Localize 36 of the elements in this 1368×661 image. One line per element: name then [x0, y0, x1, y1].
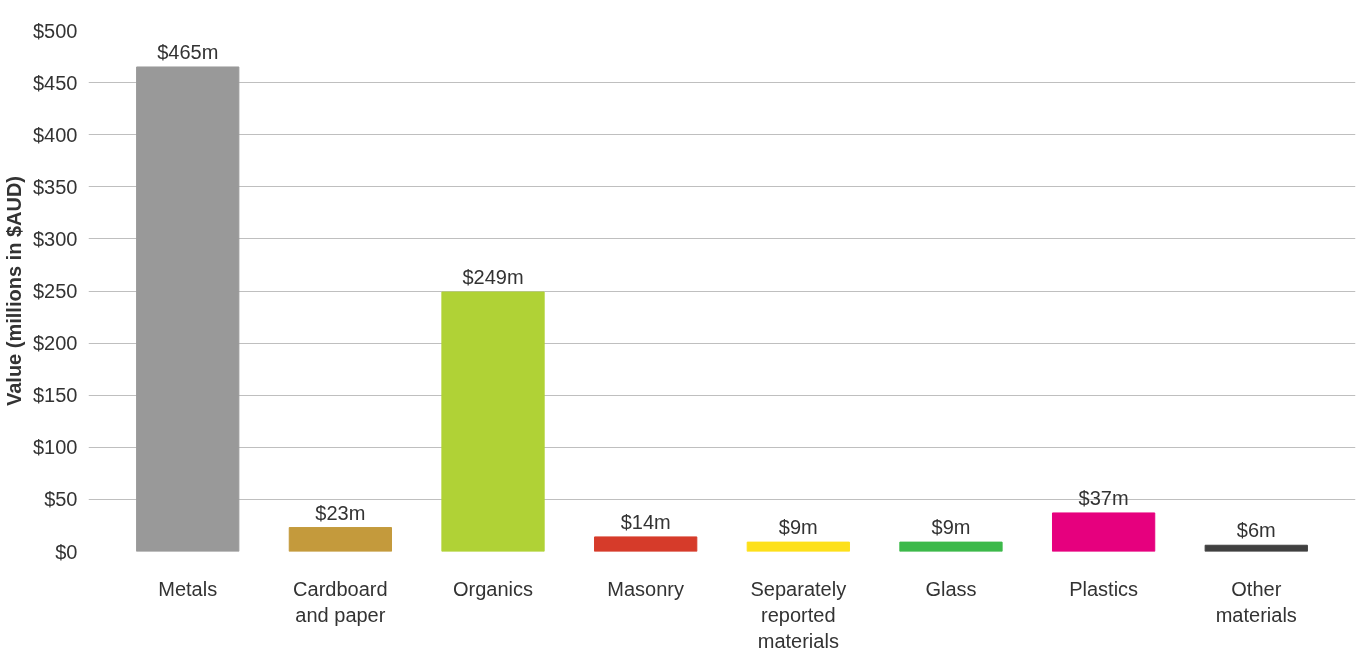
data-label: $14m [620, 510, 671, 533]
bar [1051, 512, 1156, 552]
data-label: $6m [1236, 519, 1276, 542]
y-tick-label: $300 [33, 227, 78, 250]
data-label: $465m [157, 40, 219, 63]
y-tick-label: $50 [44, 488, 78, 511]
x-tick-label: Organics [453, 577, 534, 600]
x-tick-label: Other materials [1215, 577, 1297, 626]
data-label: $9m [931, 516, 971, 539]
bar [746, 541, 850, 552]
bar [441, 291, 545, 552]
y-tick-label: $200 [33, 332, 78, 355]
y-tick-label: $500 [33, 19, 78, 42]
data-label: $249m [462, 266, 524, 289]
x-tick-label: Cardboard and paper [293, 577, 388, 626]
y-tick-label: $250 [33, 280, 78, 302]
data-label: $37m [1078, 486, 1129, 509]
x-tick-label: Glass [925, 577, 977, 600]
y-tick-label: $400 [33, 123, 78, 146]
bar [136, 66, 240, 552]
x-tick-label: Masonry [607, 577, 685, 600]
bar [594, 536, 698, 552]
y-tick-label: $100 [33, 436, 78, 459]
y-axis-title: Value (millions in $AUD) [3, 175, 26, 407]
bar [288, 527, 393, 552]
y-tick-label: $0 [55, 540, 78, 563]
x-tick-label: Separately reported materials [750, 577, 847, 653]
y-tick-label: $350 [33, 175, 78, 198]
y-tick-label: $450 [33, 71, 78, 94]
bar [1204, 544, 1308, 552]
data-label: $9m [778, 516, 818, 539]
bar [899, 541, 1003, 552]
x-tick-label: Metals [158, 577, 218, 600]
y-tick-label: $150 [33, 384, 78, 407]
data-label: $23m [315, 501, 366, 524]
x-tick-label: Plastics [1069, 577, 1139, 600]
